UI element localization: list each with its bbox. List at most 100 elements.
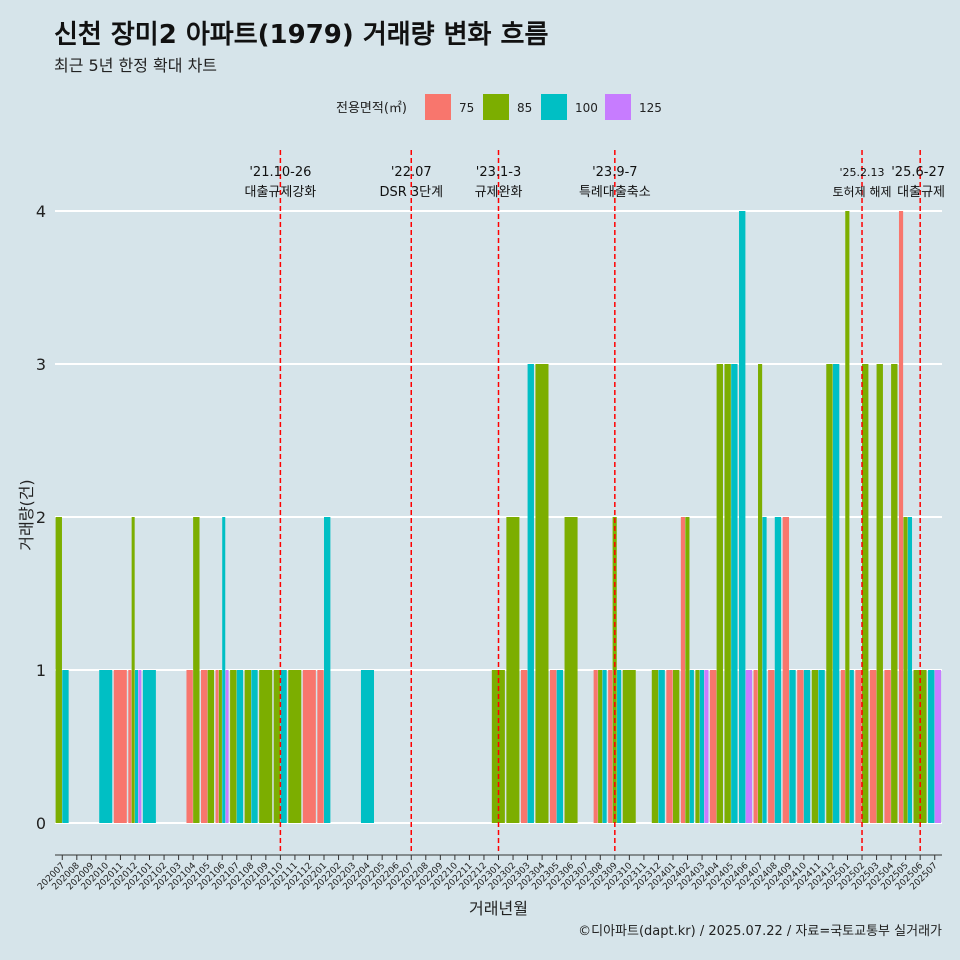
bar-85-202402 — [685, 517, 690, 823]
bar-100-202408 — [774, 517, 782, 823]
bar-100-202007 — [62, 670, 69, 823]
bar-75-202012 — [128, 670, 132, 823]
bar-100-202108 — [251, 670, 258, 823]
bar-75-202201 — [317, 670, 324, 823]
bar-100-202012 — [134, 670, 139, 823]
event-label-202506: 대출규제 — [897, 185, 945, 200]
bar-85-202401 — [672, 670, 680, 823]
event-date-202207: '22.07 — [391, 165, 432, 180]
legend-label-85: 85 — [517, 101, 532, 115]
bar-100-202402 — [689, 670, 694, 823]
bar-100-202412 — [832, 364, 840, 823]
legend-label-100: 100 — [575, 101, 598, 115]
bar-75-202401 — [666, 670, 673, 823]
bar-100-202507 — [928, 670, 935, 823]
bar-75-202404 — [709, 670, 717, 823]
y-tick-label: 4 — [36, 202, 46, 221]
bar-85-202502 — [862, 364, 869, 823]
legend-swatch-85 — [483, 94, 509, 120]
bar-100-202106 — [222, 517, 226, 823]
bar-100-202410 — [803, 670, 811, 823]
bar-85-202107 — [230, 670, 237, 823]
bar-125-202403 — [704, 670, 709, 823]
y-axis-title: 거래량(건) — [17, 479, 36, 550]
event-label-202207: DSR 3단계 — [379, 185, 443, 200]
bar-85-202411 — [811, 670, 819, 823]
bar-75-202502 — [855, 670, 862, 823]
bar-125-202012 — [138, 670, 142, 823]
bar-100-202204 — [360, 670, 375, 823]
legend-label-125: 125 — [639, 101, 662, 115]
bar-100-202101 — [142, 670, 156, 823]
chart-title: 신천 장미2 아파트(1979) 거래량 변화 흐름 — [54, 20, 549, 50]
bar-75-202402 — [680, 517, 686, 823]
bar-75-202501 — [840, 670, 845, 823]
bar-75-202104 — [186, 670, 193, 823]
bar-85-202108 — [244, 670, 252, 823]
bar-85-202404 — [716, 364, 723, 823]
bar-85-202109 — [259, 670, 273, 823]
event-label-202110: 대출규제강화 — [245, 185, 317, 200]
bar-100-202505 — [907, 517, 913, 823]
bar-75-202503 — [869, 670, 877, 823]
legend-swatch-75 — [425, 94, 451, 120]
bar-75-202308 — [593, 670, 598, 823]
bar-75-202408 — [768, 670, 775, 823]
bar-75-202011 — [113, 670, 127, 823]
bar-125-202106 — [225, 670, 229, 823]
bar-75-202305 — [549, 670, 557, 823]
bar-75-202106 — [215, 670, 219, 823]
bar-100-202303 — [527, 364, 534, 823]
bar-85-202007 — [55, 517, 62, 823]
bar-85-202105 — [207, 670, 215, 823]
bar-85-202304 — [535, 364, 549, 823]
bar-75-202409 — [782, 517, 790, 823]
bar-100-202305 — [556, 670, 564, 823]
bar-100-202406 — [739, 211, 746, 823]
bar-85-202110 — [273, 670, 281, 823]
bar-100-202405 — [731, 364, 738, 823]
legend-swatch-100 — [541, 94, 567, 120]
bar-85-202504 — [891, 364, 898, 823]
bar-75-202303 — [520, 670, 528, 823]
bar-85-202501 — [845, 211, 850, 823]
event-label-202502: 토허제 해제 — [833, 185, 892, 199]
bar-85-202306 — [564, 517, 578, 823]
bar-85-202312 — [651, 670, 659, 823]
event-date-202506: '25.6-27 — [891, 165, 945, 180]
event-date-202502: '25.2.13 — [840, 166, 885, 179]
bar-125-202406 — [745, 670, 753, 823]
bar-85-202310 — [622, 670, 636, 823]
event-label-202309: 특례대출축소 — [579, 185, 651, 200]
bar-100-202308 — [602, 670, 607, 823]
bar-100-202107 — [236, 670, 244, 823]
bar-100-202309 — [617, 670, 622, 823]
bar-85-202407 — [758, 364, 763, 823]
bar-85-202503 — [876, 364, 883, 823]
event-label-202301: 규제완화 — [475, 185, 523, 200]
chart-subtitle: 최근 5년 한정 확대 차트 — [54, 56, 218, 75]
bar-100-202201 — [324, 517, 331, 823]
bar-85-202405 — [724, 364, 731, 823]
bar-85-202111 — [288, 670, 302, 823]
bar-85-202505 — [903, 517, 908, 823]
y-tick-label: 0 — [36, 814, 46, 833]
bar-100-202411 — [818, 670, 825, 823]
bars — [55, 211, 942, 823]
legend: 전용면적(㎡) 75 85 100 125 — [336, 94, 662, 120]
bar-100-202010 — [99, 670, 113, 823]
bar-100-202407 — [762, 517, 767, 823]
bar-75-202410 — [797, 670, 804, 823]
bar-75-202105 — [201, 670, 208, 823]
bar-75-202505 — [898, 211, 904, 823]
y-axis: 0 1 2 3 4 — [36, 202, 46, 833]
bar-100-202312 — [658, 670, 665, 823]
bar-100-202110 — [280, 670, 287, 823]
legend-label-75: 75 — [459, 101, 474, 115]
x-axis-title: 거래년월 — [469, 899, 528, 918]
annotations: '21.10-26 대출규제강화 '22.07 DSR 3단계 '23.1-3 규제완화 '… — [245, 150, 945, 852]
y-tick-label: 2 — [36, 508, 46, 527]
bar-85-202412 — [826, 364, 833, 823]
legend-title: 전용면적(㎡) — [336, 101, 407, 116]
